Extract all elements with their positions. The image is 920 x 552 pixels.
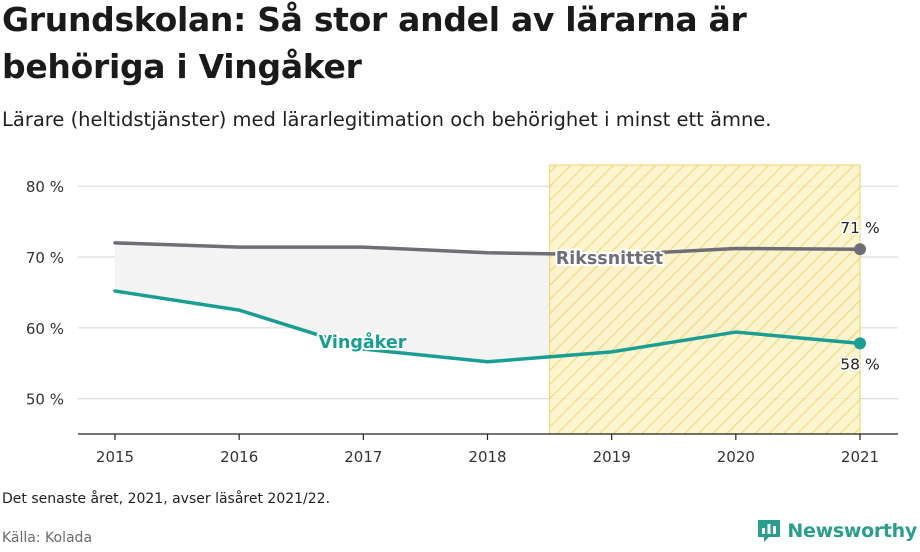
x-tick-label: 2020 [717,448,755,466]
line-chart: 50 % 60 % 70 % 80 % 2015 2016 2017 2018 2019 2020… [26,164,898,466]
x-tick-label: 2016 [220,448,258,466]
vingaker-end-point [854,337,866,350]
y-tick-label: 70 % [26,249,64,267]
source-note: Källa: Kolada [2,530,93,546]
y-tick-label: 50 % [26,391,64,409]
brand-name: Newsworthy [787,520,917,542]
x-tick-label: 2017 [344,448,382,466]
rikssnittet-series-label: Rikssnittet [556,249,663,269]
newsworthy-logo-icon [758,520,781,542]
vingaker-line [113,289,862,364]
chart-subtitle: Lärare (heltidstjänster) med lärarlegiti… [2,108,772,131]
x-tick-label: 2018 [468,448,506,466]
rikssnittet-end-label: 71 % [840,219,879,237]
vingaker-end-label: 58 % [840,355,879,373]
y-tick-label: 80 % [26,178,64,196]
chart-title: Grundskolan: Så stor andel av lärarna är… [2,0,747,86]
rikssnittet-end-point [854,243,866,256]
y-tick-label: 60 % [26,320,64,338]
vingaker-series-label: Vingåker [319,331,407,353]
x-tick-label: 2015 [96,448,134,466]
highlight-period [548,164,861,435]
x-tick-label: 2021 [841,448,879,466]
brand-logo[interactable]: Newsworthy [756,518,917,544]
footnote: Det senaste året, 2021, avser läsåret 20… [2,491,331,507]
x-tick-label: 2019 [593,448,631,466]
rikssnittet-line [113,241,862,257]
